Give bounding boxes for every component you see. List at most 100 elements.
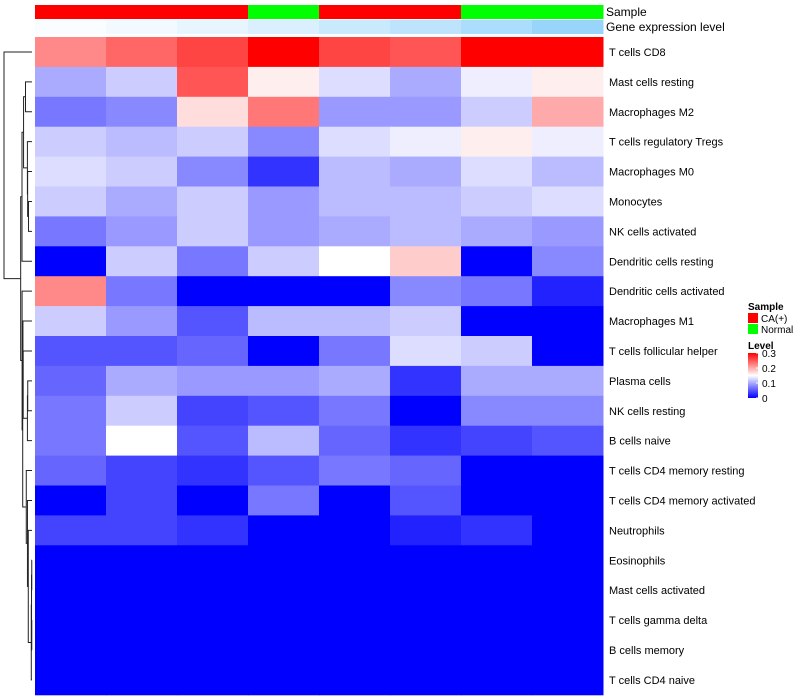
heatmap-cell — [532, 37, 604, 68]
heatmap-cell — [532, 186, 604, 217]
heatmap-cell — [248, 246, 320, 277]
heatmap-cell — [319, 37, 391, 68]
heatmap-cell — [35, 246, 107, 277]
heatmap-cell — [390, 395, 462, 427]
row-labels: T cells CD8 Mast cells resting Macrophages… — [609, 47, 756, 687]
heatmap-cell — [319, 395, 391, 427]
heatmap-cell — [390, 126, 462, 158]
heatmap-cell — [248, 425, 320, 457]
heatmap-cell — [248, 276, 320, 307]
heatmap-cell — [390, 485, 462, 516]
heatmap-cell — [461, 515, 533, 546]
heatmap-cell — [390, 635, 462, 666]
heatmap-cell — [319, 515, 391, 546]
heatmap-cell — [532, 515, 604, 546]
heatmap-cell — [390, 246, 462, 277]
heatmap-cell — [248, 664, 320, 696]
heatmap-cell — [532, 306, 604, 337]
gene-expression-annotation-cell — [177, 20, 249, 34]
heatmap-cell — [390, 276, 462, 307]
heatmap-cell — [35, 545, 107, 576]
heatmap-cell — [319, 664, 391, 696]
heatmap-cell — [319, 455, 391, 486]
heatmap-cell — [248, 545, 320, 576]
heatmap-cell — [177, 37, 249, 68]
heatmap-cell — [35, 425, 107, 457]
heatmap-cell — [461, 485, 533, 516]
heatmap-cell — [532, 395, 604, 427]
sample-annotation-cell — [35, 5, 107, 19]
legend-swatch-ca — [748, 313, 758, 323]
heatmap-cell — [461, 575, 533, 606]
heatmap-cell — [35, 186, 107, 217]
heatmap-cell — [106, 664, 178, 696]
heatmap-cell — [106, 156, 178, 187]
row-label: B cells naive — [609, 436, 671, 448]
heatmap-cells — [35, 37, 604, 696]
heatmap-cell — [106, 635, 178, 666]
heatmap-cell — [461, 276, 533, 307]
heatmap-cell — [35, 336, 107, 367]
heatmap-cell — [319, 425, 391, 457]
heatmap-cell — [390, 605, 462, 636]
heatmap-cell — [177, 605, 249, 636]
row-label: T cells follicular helper — [609, 346, 718, 358]
heatmap-cell — [35, 216, 107, 247]
heatmap-cell — [177, 545, 249, 576]
legend-level-tick-label: 0 — [762, 394, 768, 405]
heatmap-cell — [532, 635, 604, 666]
heatmap-cell — [177, 276, 249, 307]
heatmap-cell — [248, 306, 320, 337]
heatmap-cell — [35, 276, 107, 307]
heatmap-cell — [532, 66, 604, 98]
dendrogram-branch — [27, 380, 32, 412]
heatmap-cell — [319, 96, 391, 128]
heatmap-cell — [177, 336, 249, 367]
heatmap-cell — [390, 216, 462, 247]
heatmap-cell — [106, 276, 178, 307]
heatmap-cell — [532, 425, 604, 457]
heatmap-cell — [532, 605, 604, 636]
heatmap-cell — [248, 485, 320, 516]
heatmap-cell — [390, 186, 462, 217]
heatmap-cell — [390, 425, 462, 457]
sample-annotation-cell — [461, 5, 533, 19]
dendrogram-branch — [21, 290, 32, 431]
heatmap-cell — [319, 66, 391, 98]
heatmap-cell — [177, 306, 249, 337]
heatmap-cell — [390, 575, 462, 606]
heatmap-cell — [248, 515, 320, 546]
heatmap-cell — [319, 216, 391, 247]
heatmap-cell — [248, 605, 320, 636]
legend-label-ca: CA(+) — [761, 314, 787, 325]
heatmap-cell — [461, 664, 533, 696]
legend-level: Level 0.3 0.2 0.1 0 — [748, 341, 776, 405]
heatmap-cell — [35, 96, 107, 128]
row-label: Neutrophils — [609, 525, 665, 537]
legend-level-tick-label: 0.2 — [762, 364, 776, 375]
heatmap-cell — [532, 664, 604, 696]
sample-annotation-cell — [532, 5, 604, 19]
heatmap-cell — [248, 455, 320, 486]
heatmap-cell — [461, 455, 533, 486]
heatmap-cell — [177, 66, 249, 98]
heatmap-cell — [177, 216, 249, 247]
heatmap-cell — [390, 156, 462, 187]
heatmap-cell — [319, 575, 391, 606]
heatmap-cell — [319, 306, 391, 337]
dendrogram-branch — [22, 352, 27, 508]
gene-expression-annotation-cell — [532, 20, 604, 34]
row-label: T cells gamma delta — [609, 615, 708, 627]
heatmap-cell — [248, 575, 320, 606]
row-label: Dendritic cells activated — [609, 286, 725, 298]
heatmap-cell — [106, 37, 178, 68]
heatmap-cell — [461, 66, 533, 98]
heatmap-cell — [35, 156, 107, 187]
row-label: NK cells activated — [609, 226, 696, 238]
heatmap-cell — [177, 455, 249, 486]
heatmap-cell — [248, 216, 320, 247]
heatmap-cell — [106, 336, 178, 367]
annotation-label-sample: Sample — [606, 5, 647, 19]
heatmap-cell — [177, 156, 249, 187]
row-label: Mast cells activated — [609, 585, 705, 597]
